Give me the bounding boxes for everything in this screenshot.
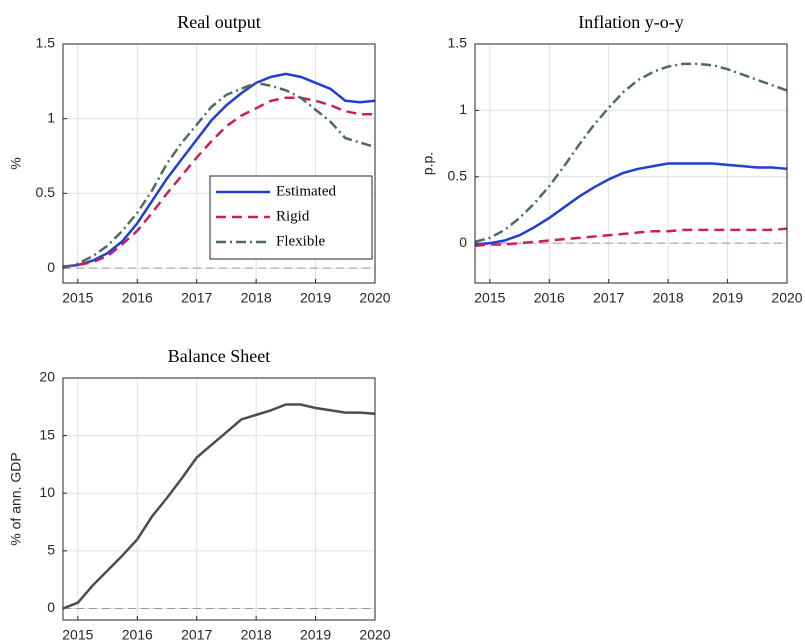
series-line: [474, 162, 788, 246]
x-tick-label: 2020: [359, 290, 390, 306]
y-tick-label: 0.5: [36, 184, 56, 200]
legend-label: Rigid: [276, 208, 310, 224]
x-tick-label: 2018: [241, 627, 272, 642]
x-tick-label: 2018: [241, 290, 272, 306]
y-tick-label: 0: [459, 234, 467, 250]
series-line: [62, 96, 375, 268]
y-tick-label: 15: [39, 426, 55, 442]
plot-area: [63, 378, 375, 620]
y-tick-label: 0: [47, 599, 55, 615]
y-axis-label: % of ann. GDP: [8, 452, 24, 545]
x-tick-label: 2016: [534, 290, 565, 306]
plot-area: [475, 44, 787, 283]
series-line: [62, 403, 376, 610]
y-axis-label: p.p.: [420, 152, 436, 175]
x-tick-label: 2019: [712, 290, 743, 306]
chart-title: Balance Sheet: [168, 346, 270, 366]
x-tick-label: 2015: [474, 290, 505, 306]
x-tick-label: 2015: [62, 627, 93, 642]
x-tick-label: 2020: [771, 290, 802, 306]
x-tick-label: 2017: [593, 290, 624, 306]
x-tick-label: 2016: [122, 627, 153, 642]
series-line: [474, 62, 788, 244]
x-tick-label: 2020: [359, 627, 390, 642]
y-tick-label: 0.5: [448, 167, 468, 183]
chart-title: Inflation y-o-y: [578, 12, 683, 32]
axes-box: [62, 377, 376, 621]
x-tick-label: 2017: [181, 627, 212, 642]
axes-box: [474, 43, 788, 284]
x-tick-label: 2019: [300, 290, 331, 306]
chart-title: Real output: [177, 12, 261, 32]
y-tick-label: 10: [39, 484, 55, 500]
axes-box: [62, 43, 376, 284]
series-line: [62, 81, 376, 270]
y-tick-label: 0: [47, 259, 55, 275]
x-tick-label: 2015: [62, 290, 93, 306]
legend-label: Flexible: [276, 233, 326, 249]
y-tick-label: 5: [47, 542, 55, 558]
x-tick-label: 2019: [300, 627, 331, 642]
legend-label: Estimated: [276, 183, 336, 199]
y-tick-label: 20: [39, 369, 55, 385]
legend: Estimated Rigid Flexible: [209, 175, 373, 260]
series-line: [62, 72, 376, 268]
x-tick-label: 2018: [653, 290, 684, 306]
y-tick-label: 1.5: [36, 35, 56, 51]
x-tick-label: 2016: [122, 290, 153, 306]
series-line: [474, 227, 788, 248]
y-axis-label: %: [8, 157, 24, 169]
y-tick-label: 1: [47, 109, 55, 125]
y-tick-label: 1: [459, 101, 467, 117]
y-tick-label: 1.5: [448, 35, 468, 51]
x-tick-label: 2017: [181, 290, 212, 306]
